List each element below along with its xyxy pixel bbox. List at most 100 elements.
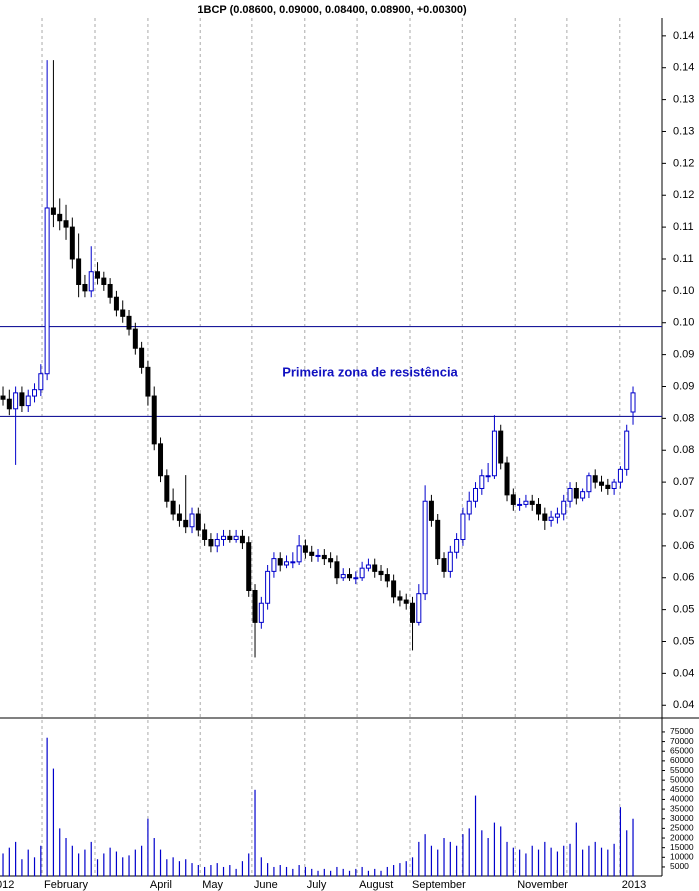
volume-bar: [33, 857, 36, 877]
bar-body: [19, 392, 25, 407]
volume-bar: [600, 847, 603, 877]
bar-body: [630, 392, 636, 413]
bar-body: [328, 558, 334, 563]
volume-bar: [90, 841, 92, 877]
volume-bar: [481, 830, 483, 877]
bar-body: [0, 395, 6, 400]
bar-body: [132, 328, 138, 349]
bar-body: [233, 535, 239, 540]
bar-body: [391, 580, 397, 598]
bar-body: [510, 494, 516, 505]
volume-bar: [569, 843, 571, 877]
volume-bar: [330, 870, 332, 877]
volume-bar: [78, 853, 80, 877]
bar-body: [315, 554, 321, 557]
volume-bar: [96, 859, 99, 877]
volume-bar: [260, 857, 262, 877]
volume-bar: [267, 863, 269, 877]
volume-bar: [2, 853, 4, 877]
volume-tick-label: 20000: [670, 832, 694, 842]
volume-bar: [210, 865, 212, 877]
volume-tick-label: 60000: [670, 755, 694, 765]
y-tick-label: 0.04: [673, 667, 694, 679]
volume-bar: [361, 866, 363, 877]
volume-bar: [424, 834, 426, 877]
bar-body: [277, 558, 283, 566]
bar-body: [384, 574, 390, 582]
volume-bar: [531, 845, 533, 877]
annotation: Primeira zona de resistência: [282, 364, 458, 379]
bar-body: [214, 538, 220, 547]
bar-body: [554, 513, 560, 518]
volume-bar: [462, 834, 464, 877]
y-tick-label: 0.12: [673, 157, 694, 169]
volume-bar: [46, 737, 48, 877]
bar-body: [44, 207, 50, 375]
volume-bar: [374, 868, 376, 877]
volume-bar: [317, 870, 319, 877]
bar-body: [498, 430, 504, 464]
y-tick-label: 0.07: [673, 476, 694, 488]
bar-body: [473, 487, 479, 502]
volume-bar: [556, 851, 559, 877]
volume-bar: [613, 843, 615, 877]
volume-tick-label: 30000: [670, 813, 694, 823]
bar-body: [195, 513, 201, 531]
bar-body: [170, 500, 176, 515]
volume-bar: [27, 849, 29, 877]
volume-bar: [229, 865, 231, 877]
y-tick-label: 0.09: [673, 349, 694, 361]
bar-body: [50, 207, 56, 215]
volume-bar: [84, 849, 86, 877]
volume-bar: [185, 859, 187, 877]
y-tick-label: 0.12: [673, 189, 694, 201]
bar-body: [536, 503, 542, 515]
volume-bar: [537, 849, 540, 877]
bar-body: [624, 430, 630, 470]
volume-bar: [607, 849, 609, 877]
bar-body: [258, 602, 264, 623]
y-tick-label: 0.07: [673, 508, 694, 520]
volume-bar: [355, 868, 357, 877]
bar-body: [113, 296, 119, 311]
volume-bar: [115, 851, 118, 877]
y-tick-label: 0.06: [673, 572, 694, 584]
x-tick-label: 2012: [0, 879, 14, 891]
bar-body: [410, 602, 416, 623]
volume-bar: [550, 847, 552, 877]
bar-body: [69, 226, 75, 260]
volume-bar: [204, 866, 206, 877]
volume-bar: [493, 822, 496, 877]
bar-body: [435, 519, 441, 560]
bar-body: [158, 443, 164, 477]
volume-bar: [241, 861, 244, 877]
bar-body: [309, 551, 315, 556]
bar-body: [447, 551, 453, 572]
bar-body: [365, 564, 371, 569]
volume-bar: [153, 838, 155, 877]
bar-body: [176, 513, 182, 521]
bar-body: [183, 519, 189, 528]
bar-body: [38, 373, 44, 391]
volume-bar: [222, 866, 225, 877]
bar-body: [227, 535, 233, 540]
volume-bar: [487, 838, 489, 877]
volume-bar: [575, 822, 577, 877]
volume-tick-label: 45000: [670, 784, 694, 794]
volume-bar: [166, 859, 168, 877]
volume-tick-label: 70000: [670, 736, 694, 746]
bar-body: [479, 475, 485, 489]
bar-body: [359, 567, 365, 579]
volume-bar: [619, 807, 622, 877]
bar-body: [517, 503, 523, 506]
bar-body: [32, 389, 38, 397]
volume-bar: [292, 868, 294, 877]
bar-body: [25, 395, 31, 407]
bar-body: [252, 589, 258, 623]
volume-bar: [411, 857, 414, 877]
volume-tick-label: 55000: [670, 765, 694, 775]
bar-body: [145, 366, 151, 397]
volume-bar: [386, 866, 388, 877]
bar-body: [353, 577, 359, 580]
volume-bar: [52, 768, 55, 877]
